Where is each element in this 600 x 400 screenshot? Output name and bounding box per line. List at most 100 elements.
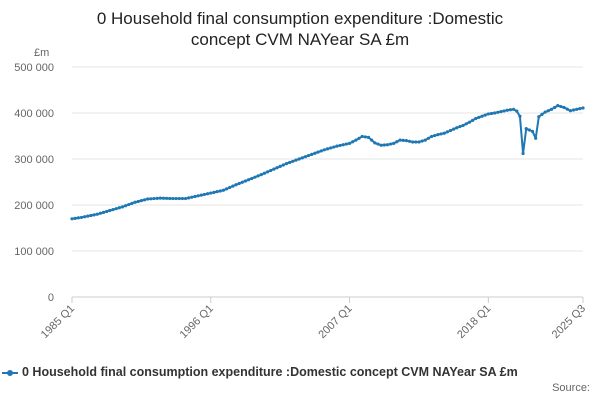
data-point [86, 214, 90, 218]
data-point [489, 111, 494, 116]
data-point [127, 202, 131, 207]
y-tick-label: 0 [48, 292, 54, 304]
data-point [461, 123, 465, 128]
data-point [202, 192, 207, 197]
data-point [439, 132, 443, 136]
data-point [101, 210, 106, 214]
data-point [325, 147, 330, 151]
data-point [426, 136, 431, 140]
data-point [486, 112, 490, 116]
data-point [259, 173, 263, 177]
data-point [228, 185, 232, 190]
data-point [294, 158, 298, 162]
data-point [499, 110, 503, 114]
data-point [543, 110, 547, 114]
data-point [395, 140, 399, 144]
data-point [221, 188, 226, 192]
data-point [146, 197, 150, 201]
x-tick-label: 2025 Q3 [550, 303, 588, 341]
data-point [180, 196, 184, 201]
data-point [423, 138, 427, 142]
data-point [341, 143, 345, 147]
data-point [344, 142, 349, 146]
data-point [262, 171, 267, 175]
data-point [89, 213, 93, 218]
data-point [108, 208, 112, 213]
data-point [357, 136, 361, 140]
data-point [385, 143, 390, 147]
x-tick-label: 2018 Q1 [455, 303, 493, 341]
y-tick-label: 500 000 [14, 62, 54, 74]
data-point [275, 166, 279, 170]
data-point [73, 216, 77, 220]
data-point [190, 195, 194, 199]
chart-title-line-1: 0 Household final consumption expenditur… [96, 9, 504, 28]
data-point [193, 194, 197, 199]
data-point [540, 112, 544, 116]
data-point [376, 142, 380, 146]
data-point [335, 144, 339, 148]
data-point [370, 138, 374, 142]
data-point [95, 212, 99, 216]
data-point [256, 174, 260, 178]
data-point [332, 145, 336, 149]
data-point [411, 140, 415, 144]
data-point [565, 107, 569, 111]
chart-title-line-2: concept CVM NAYear SA £m [190, 30, 410, 49]
data-point [310, 152, 314, 156]
data-point [142, 198, 147, 202]
data-point [477, 115, 481, 119]
data-point [288, 160, 292, 165]
data-point [530, 129, 535, 133]
data-point [269, 168, 273, 173]
data-point [272, 167, 276, 171]
data-point [515, 109, 519, 113]
data-point [240, 180, 244, 184]
data-point [155, 196, 159, 200]
data-point [199, 193, 203, 197]
data-point [174, 196, 178, 201]
data-point [429, 134, 434, 139]
legend-line-marker-icon [2, 370, 18, 376]
data-point [537, 115, 541, 119]
data-point [549, 107, 554, 111]
data-point [152, 196, 156, 201]
data-point [278, 164, 282, 168]
data-point [496, 110, 500, 114]
data-point [158, 196, 162, 200]
data-point [546, 109, 550, 113]
data-point [373, 141, 377, 145]
data-point [215, 190, 219, 194]
data-point [79, 215, 84, 220]
data-point [521, 151, 525, 156]
data-point [70, 217, 74, 221]
data-point [168, 196, 172, 201]
data-point [209, 191, 213, 195]
data-point [458, 124, 462, 129]
data-point [433, 133, 437, 138]
data-point [474, 116, 478, 121]
data-point [524, 127, 528, 131]
data-point [347, 141, 352, 145]
data-point [284, 162, 289, 166]
data-point [483, 113, 487, 117]
data-point [559, 104, 563, 109]
data-point [130, 201, 134, 205]
data-point [401, 138, 405, 142]
data-point [171, 196, 175, 201]
data-point [338, 143, 342, 148]
data-point [183, 196, 188, 201]
data-point [568, 109, 572, 113]
data-point [578, 107, 582, 111]
data-point [518, 114, 522, 118]
x-tick-label: 1996 Q1 [178, 303, 216, 341]
data-point [165, 196, 169, 200]
data-point [442, 131, 446, 135]
data-point [98, 211, 102, 215]
y-tick-label: 400 000 [14, 108, 54, 120]
data-point [556, 104, 560, 108]
data-point [111, 208, 115, 212]
data-point [265, 170, 270, 174]
data-point [297, 157, 301, 161]
